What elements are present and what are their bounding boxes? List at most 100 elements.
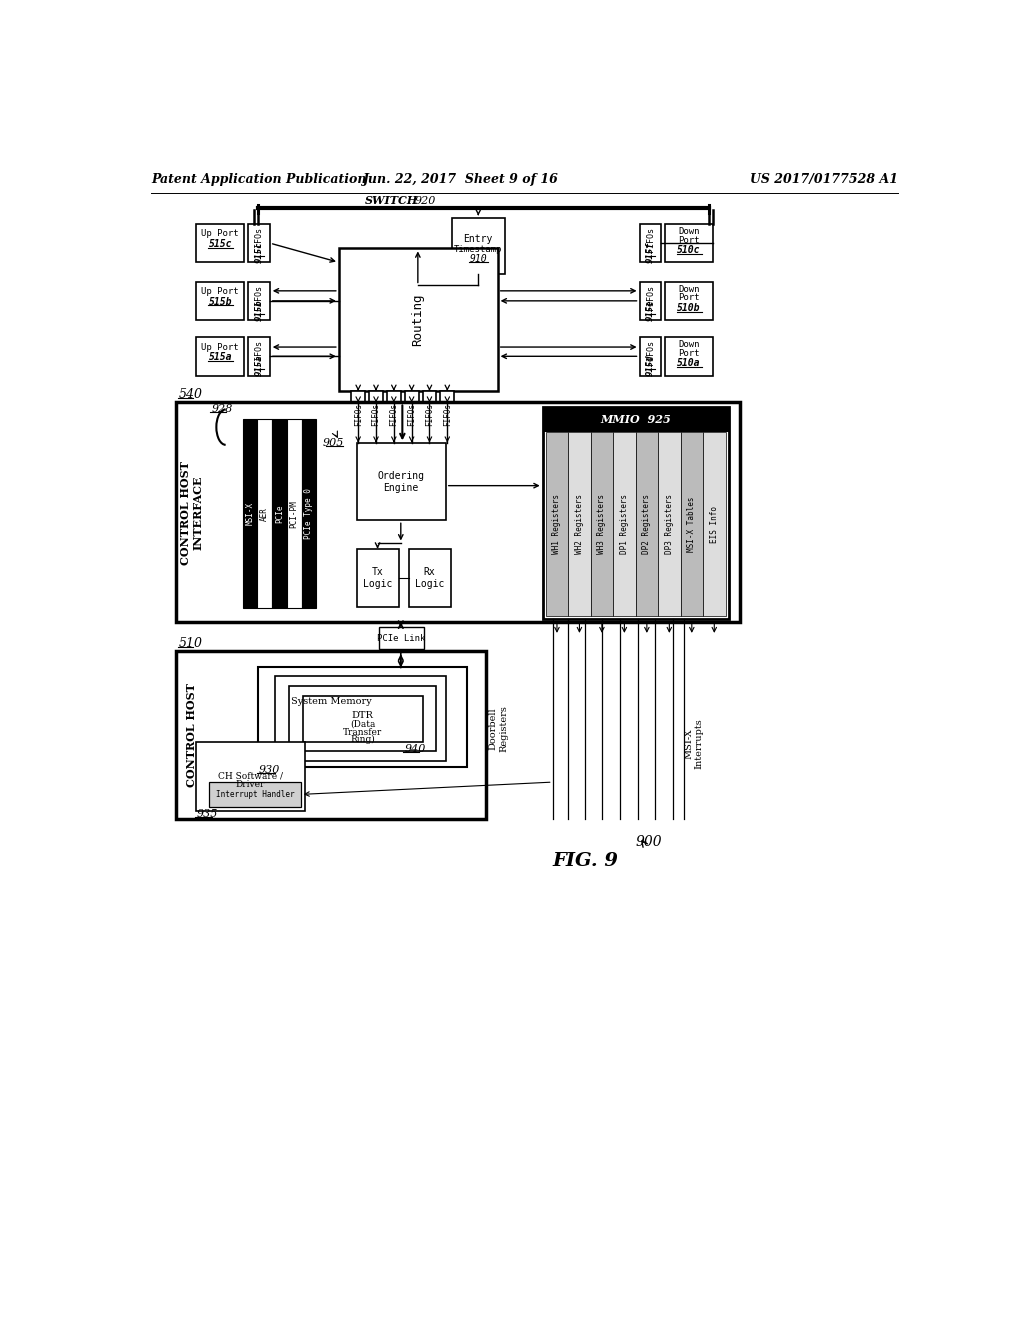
Text: 915f: 915f [646, 242, 655, 263]
Bar [665, 281, 713, 321]
Bar [568, 432, 591, 615]
Text: CONTROL HOST
INTERFACE: CONTROL HOST INTERFACE [179, 461, 204, 565]
Text: 510: 510 [179, 638, 203, 649]
Bar [302, 420, 316, 609]
Text: FIFOs: FIFOs [646, 227, 655, 252]
Text: Entry: Entry [464, 234, 493, 244]
Text: DTR: DTR [352, 710, 374, 719]
Bar [248, 337, 270, 376]
Text: DP2 Registers: DP2 Registers [642, 494, 651, 554]
Bar [356, 444, 445, 520]
Bar [248, 224, 270, 263]
Bar [303, 696, 423, 742]
Text: Down: Down [678, 227, 699, 236]
Text: Driver: Driver [236, 780, 265, 789]
Text: Down: Down [678, 285, 699, 294]
Text: CH Software /: CH Software / [218, 771, 283, 780]
Bar [209, 781, 301, 807]
Text: PCI-PM: PCI-PM [290, 500, 299, 528]
Text: 915e: 915e [646, 300, 655, 321]
Bar [423, 391, 436, 438]
Text: WH1 Registers: WH1 Registers [553, 494, 561, 554]
Bar [703, 432, 726, 615]
Text: FIFOs: FIFOs [408, 403, 416, 426]
Text: PCIe Type 0: PCIe Type 0 [304, 488, 313, 539]
Bar [287, 420, 302, 609]
Bar [248, 281, 270, 321]
Bar [339, 248, 498, 391]
Text: 910: 910 [469, 255, 487, 264]
Bar [275, 676, 445, 760]
Text: 510b: 510b [677, 302, 700, 313]
Text: AER: AER [260, 507, 269, 520]
Text: Ring): Ring) [350, 735, 375, 744]
Bar [546, 432, 568, 615]
Bar [197, 224, 245, 263]
Bar [665, 337, 713, 376]
Text: Rx
Logic: Rx Logic [415, 568, 444, 589]
Text: DP3 Registers: DP3 Registers [665, 494, 674, 554]
Bar [176, 651, 486, 818]
Bar [176, 403, 740, 622]
Text: 935: 935 [197, 809, 217, 818]
Bar [356, 549, 399, 607]
Bar [640, 281, 662, 321]
Bar [379, 627, 424, 649]
Text: FIFOs: FIFOs [353, 403, 362, 426]
Text: WH2 Registers: WH2 Registers [574, 494, 584, 554]
Text: 940: 940 [404, 744, 426, 754]
Text: 915c: 915c [255, 242, 263, 263]
Text: SWITCH: SWITCH [365, 195, 418, 206]
Text: 928: 928 [212, 404, 233, 413]
Bar [197, 337, 245, 376]
Text: Up Port: Up Port [202, 288, 239, 296]
Bar [351, 391, 366, 438]
Text: 515a: 515a [209, 352, 232, 362]
Bar [658, 432, 681, 615]
Text: WH3 Registers: WH3 Registers [597, 494, 606, 554]
Text: 920: 920 [414, 195, 435, 206]
Bar [197, 742, 305, 812]
Bar [272, 420, 287, 609]
Text: FIFOs: FIFOs [255, 285, 263, 309]
Bar [543, 407, 729, 432]
Text: 915a: 915a [255, 355, 263, 376]
Text: FIFOs: FIFOs [442, 403, 452, 426]
Text: FIFOs: FIFOs [255, 227, 263, 252]
Bar [636, 432, 658, 615]
Text: Up Port: Up Port [202, 343, 239, 351]
Text: Ordering
Engine: Ordering Engine [377, 471, 424, 492]
Text: EIS Info: EIS Info [710, 506, 719, 543]
Text: 515c: 515c [209, 239, 232, 249]
Bar [665, 224, 713, 263]
Text: Doorbell
Registers: Doorbell Registers [488, 705, 508, 751]
Text: (Data: (Data [350, 719, 376, 729]
Text: 510c: 510c [677, 246, 700, 255]
Text: MSI-X Tables: MSI-X Tables [687, 496, 696, 552]
Bar [258, 667, 467, 767]
Bar [197, 281, 245, 321]
Bar [404, 391, 419, 438]
Text: 515b: 515b [209, 297, 232, 306]
Bar [409, 549, 452, 607]
Text: System Memory: System Memory [291, 697, 372, 706]
Text: Routing: Routing [412, 294, 424, 346]
Bar [640, 337, 662, 376]
Text: Patent Application Publication: Patent Application Publication [152, 173, 367, 186]
Text: FIFOs: FIFOs [425, 403, 434, 426]
Bar [613, 432, 636, 615]
Text: PCIe Link: PCIe Link [378, 634, 426, 643]
Text: 915b: 915b [255, 300, 263, 321]
Text: FIFOs: FIFOs [372, 403, 381, 426]
Text: Up Port: Up Port [202, 230, 239, 239]
Text: 900: 900 [636, 836, 663, 849]
Text: 915d: 915d [646, 355, 655, 376]
Bar [452, 218, 505, 275]
Text: FIFOs: FIFOs [646, 341, 655, 364]
Bar [543, 407, 729, 619]
Bar [440, 391, 455, 438]
Bar [640, 224, 662, 263]
Text: MSI-X: MSI-X [246, 502, 255, 525]
Text: Port: Port [678, 348, 699, 358]
Text: 905: 905 [323, 438, 344, 449]
